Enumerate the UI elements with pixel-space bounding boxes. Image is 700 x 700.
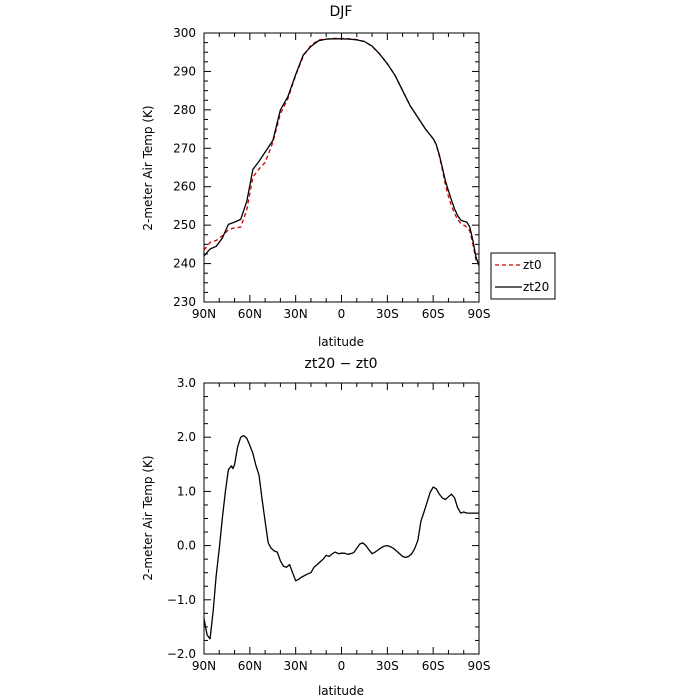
x-tick-label: 0 — [338, 307, 346, 321]
x-axis-title: latitude — [318, 684, 364, 698]
x-tick-label: 60N — [238, 307, 262, 321]
x-tick-label: 90N — [192, 307, 216, 321]
legend-label-zt0: zt0 — [523, 258, 542, 272]
x-tick-label: 60N — [238, 659, 262, 673]
y-tick-label: 250 — [173, 218, 196, 232]
y-axis-title: 2-meter Air Temp (K) — [141, 105, 155, 230]
y-tick-label: 1.0 — [177, 484, 196, 498]
panel-title: zt20 − zt0 — [304, 356, 377, 372]
series-line-zt20 — [203, 38, 480, 266]
y-axis: −2.0 −1.0 0.0 1.0 2.0 3.0 — [167, 376, 479, 661]
y-tick-label: 240 — [173, 257, 196, 271]
x-axis: 90N 60N 30N 0 30S 60S 90S — [192, 33, 491, 321]
y-tick-label: 280 — [173, 103, 196, 117]
x-tick-label: 30N — [284, 307, 308, 321]
y-axis-title: 2-meter Air Temp (K) — [141, 455, 155, 580]
panel-title: DJF — [330, 4, 353, 20]
y-tick-label: 3.0 — [177, 376, 196, 390]
x-tick-label: 30S — [376, 659, 399, 673]
x-tick-label: 90S — [468, 307, 491, 321]
y-tick-label: −2.0 — [167, 647, 196, 661]
x-axis-title: latitude — [318, 335, 364, 349]
y-tick-label: 300 — [173, 26, 196, 40]
plot-frame — [203, 382, 480, 655]
series-group — [203, 434, 479, 640]
series-line-series-0 — [203, 434, 479, 640]
x-tick-label: 90N — [192, 659, 216, 673]
y-tick-label: −1.0 — [167, 593, 196, 607]
x-tick-label: 60S — [422, 307, 445, 321]
y-tick-label: 290 — [173, 64, 196, 78]
series-line-zt0 — [203, 37, 480, 266]
y-tick-label: 270 — [173, 141, 196, 155]
temperature-panel: DJF 90N 60N 30N 0 30S 60S 90S 2302402502602702… — [141, 4, 556, 349]
difference-panel: zt20 − zt0 90N 60N 30N 0 30S 60S 90S −2.0 −1.0 0… — [141, 356, 490, 698]
series-group — [203, 37, 480, 266]
legend: zt0 zt20 — [490, 252, 556, 300]
plot-frame — [203, 32, 480, 303]
x-tick-label: 30S — [376, 307, 399, 321]
y-tick-label: 230 — [173, 295, 196, 309]
x-tick-label: 0 — [338, 659, 346, 673]
y-axis: 230 240 250 260 270 280 290 300 — [173, 26, 479, 309]
legend-box — [490, 252, 556, 300]
x-tick-label: 90S — [468, 659, 491, 673]
y-tick-label: 2.0 — [177, 430, 196, 444]
y-tick-label: 0.0 — [177, 539, 196, 553]
x-axis: 90N 60N 30N 0 30S 60S 90S — [192, 383, 491, 673]
x-tick-label: 60S — [422, 659, 445, 673]
x-tick-label: 30N — [284, 659, 308, 673]
y-tick-label: 260 — [173, 180, 196, 194]
legend-label-zt20: zt20 — [523, 280, 549, 294]
